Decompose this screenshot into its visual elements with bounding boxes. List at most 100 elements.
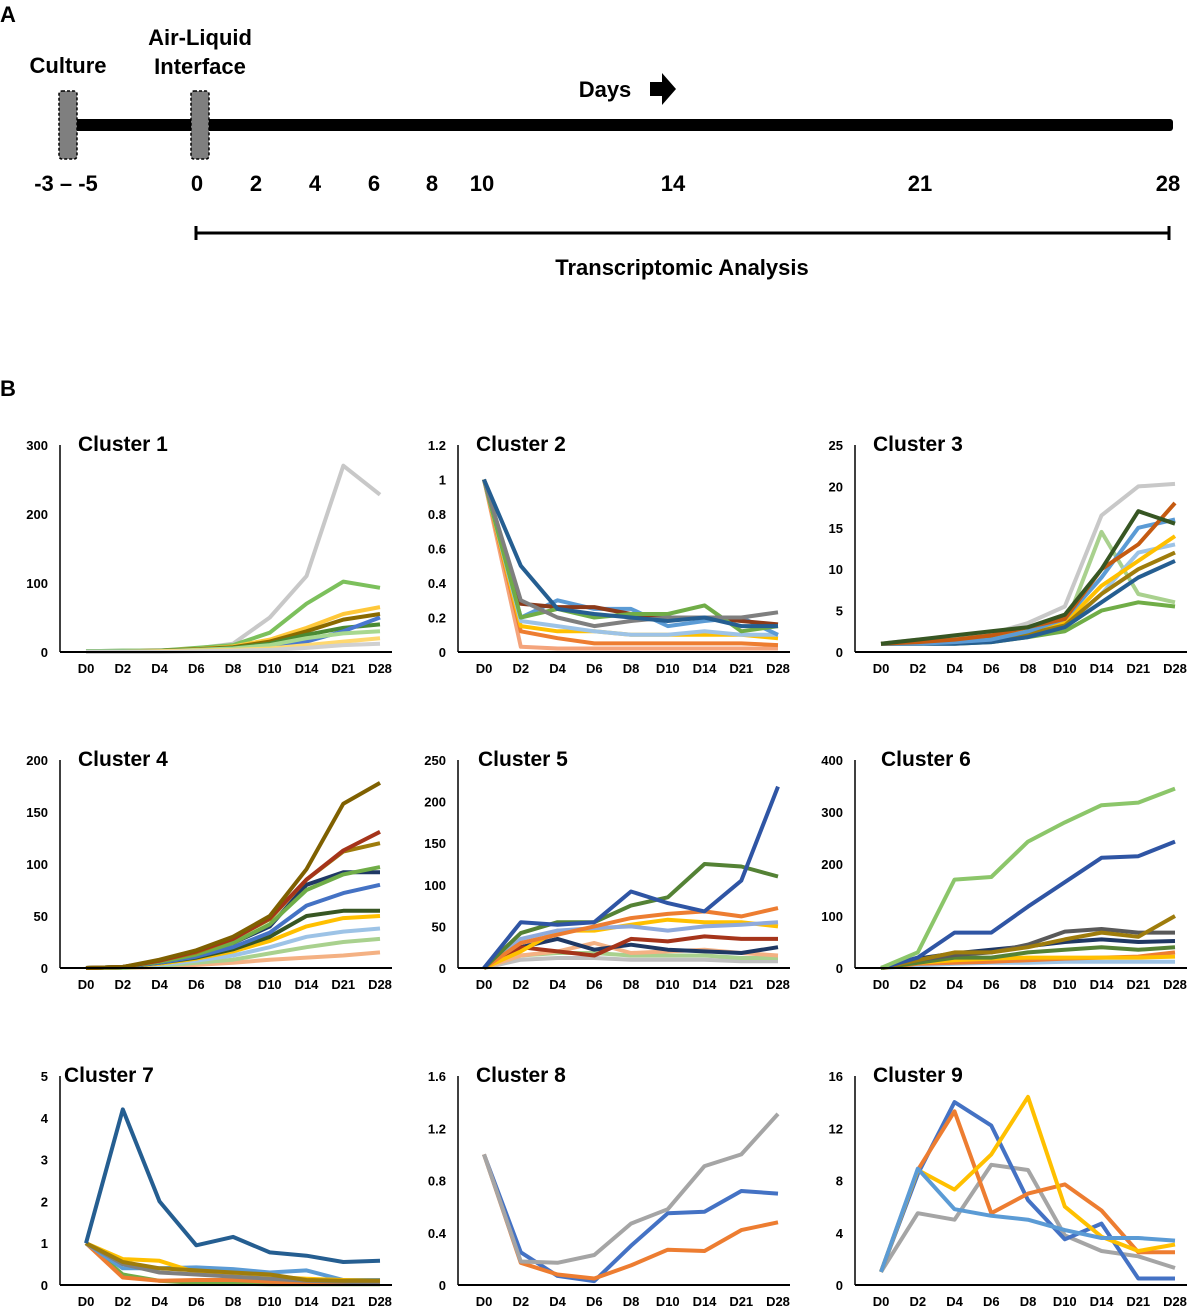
day-tick-label: -3 – -5 (34, 171, 98, 196)
series-line-11 (85, 781, 381, 970)
day-tick-label: 28 (1156, 171, 1180, 196)
x-tick-label: D0 (476, 661, 493, 676)
y-tick-label: 100 (26, 857, 48, 872)
series-line-7 (84, 1107, 381, 1264)
series-line-7 (880, 914, 1176, 970)
ali-label-line1: Air-Liquid (148, 25, 252, 50)
chart-cluster-2: Cluster 2 0 0.2 0.4 0.6 0.8 1 1.2 D0 D2 D4 D6 D8 D10 D… (428, 433, 790, 676)
x-tick-label: D8 (225, 977, 242, 992)
day-tick-label: 10 (470, 171, 494, 196)
y-tick-label: 0.4 (428, 576, 447, 591)
y-tick-label: 12 (829, 1121, 843, 1136)
chart-cluster-6: Cluster 6 0 100 200 300 400 D0 D2 D4 D6 D8 D10 D14 D2… (821, 748, 1187, 992)
y-tick-label: 150 (424, 836, 446, 851)
day-tick-label: 4 (309, 171, 322, 196)
chart-title: Cluster 6 (881, 748, 971, 771)
chart-title: Cluster 1 (78, 433, 168, 456)
series-line-10 (482, 785, 780, 970)
x-tick-label: D6 (188, 661, 205, 676)
x-tick-label: D6 (188, 977, 205, 992)
x-tick-label: D4 (151, 1294, 168, 1309)
x-tick-label: D14 (693, 661, 718, 676)
x-tick-label: D28 (1163, 977, 1187, 992)
x-tick-label: D2 (114, 1294, 131, 1309)
y-tick-label: 0 (836, 1278, 843, 1293)
x-tick-label: D4 (549, 977, 566, 992)
chart-title: Cluster 9 (873, 1064, 963, 1087)
x-tick-label: D0 (78, 1294, 95, 1309)
y-tick-label: 0 (439, 1278, 446, 1293)
x-tick-label: D21 (331, 661, 355, 676)
x-tick-label: D10 (1053, 977, 1077, 992)
x-tick-label: D28 (1163, 661, 1187, 676)
panel-label-a: A (0, 2, 16, 27)
culture-label: Culture (30, 53, 107, 78)
y-tick-label: 15 (829, 521, 843, 536)
y-tick-label: 10 (829, 562, 843, 577)
x-tick-label: D21 (1126, 1294, 1150, 1309)
chart-cluster-8: Cluster 8 0 0.4 0.8 1.2 1.6 D0 D2 D4 D6 D8 D10 D14 D2… (428, 1064, 790, 1309)
series-line-1 (483, 956, 778, 970)
day-tick-label: 6 (368, 171, 380, 196)
day-tick-label: 2 (250, 171, 262, 196)
ali-label-line2: Interface (154, 54, 246, 79)
y-tick-label: 1 (439, 473, 446, 488)
x-tick-label: D10 (1053, 661, 1077, 676)
x-tick-label: D6 (983, 1294, 1000, 1309)
y-tick-label: 16 (829, 1069, 843, 1084)
x-tick-label: D6 (983, 661, 1000, 676)
x-tick-label: D8 (623, 977, 640, 992)
series-line-9 (482, 478, 778, 629)
x-tick-label: D8 (1020, 661, 1037, 676)
x-tick-label: D21 (729, 977, 753, 992)
x-tick-label: D8 (623, 661, 640, 676)
series-line-5 (483, 934, 778, 970)
chart-cluster-9: Cluster 9 0 4 8 12 16 D0 D2 D4 D6 D8 D10 D14 D21 D28 (829, 1064, 1187, 1309)
x-tick-label: D4 (946, 661, 963, 676)
x-tick-label: D10 (656, 977, 680, 992)
day-tick-label: 8 (426, 171, 438, 196)
series-line-2 (482, 1153, 779, 1281)
series-line-5 (879, 1166, 1176, 1273)
arrow-right-icon (650, 73, 676, 105)
series-line-8 (482, 478, 779, 629)
series-line-3 (482, 1112, 780, 1265)
series-line-9 (482, 862, 779, 970)
x-tick-label: D0 (78, 977, 95, 992)
x-tick-label: D4 (946, 1294, 963, 1309)
y-tick-label: 0 (439, 645, 446, 660)
x-tick-label: D10 (1053, 1294, 1077, 1309)
y-tick-label: 2 (41, 1194, 48, 1209)
y-tick-label: 1.2 (428, 1121, 446, 1136)
x-tick-label: D4 (549, 1294, 566, 1309)
x-tick-label: D10 (258, 661, 282, 676)
x-tick-label: D21 (1126, 977, 1150, 992)
x-tick-label: D14 (1090, 977, 1115, 992)
series-line-4 (879, 1094, 1176, 1273)
x-tick-label: D6 (586, 1294, 603, 1309)
y-tick-label: 5 (836, 604, 843, 619)
x-tick-label: D2 (114, 661, 131, 676)
y-tick-label: 200 (26, 753, 48, 768)
x-tick-label: D2 (909, 977, 926, 992)
y-tick-label: 200 (424, 795, 446, 810)
series-line-4 (482, 478, 778, 637)
chart-title: Cluster 2 (476, 433, 566, 456)
series-line-9 (880, 786, 1176, 970)
x-tick-label: D8 (225, 1294, 242, 1309)
x-tick-label: D21 (331, 1294, 355, 1309)
series-line-4 (880, 945, 1176, 970)
y-tick-label: 300 (26, 438, 48, 453)
x-tick-label: D4 (549, 661, 566, 676)
x-tick-label: D0 (873, 661, 890, 676)
y-tick-label: 0 (41, 645, 48, 660)
series-line-7 (482, 920, 779, 970)
y-tick-label: 50 (432, 919, 446, 934)
x-tick-label: D4 (946, 977, 963, 992)
y-tick-label: 0 (439, 961, 446, 976)
x-tick-label: D8 (1020, 977, 1037, 992)
y-tick-label: 200 (821, 857, 843, 872)
x-tick-label: D28 (368, 661, 392, 676)
x-tick-label: D6 (983, 977, 1000, 992)
